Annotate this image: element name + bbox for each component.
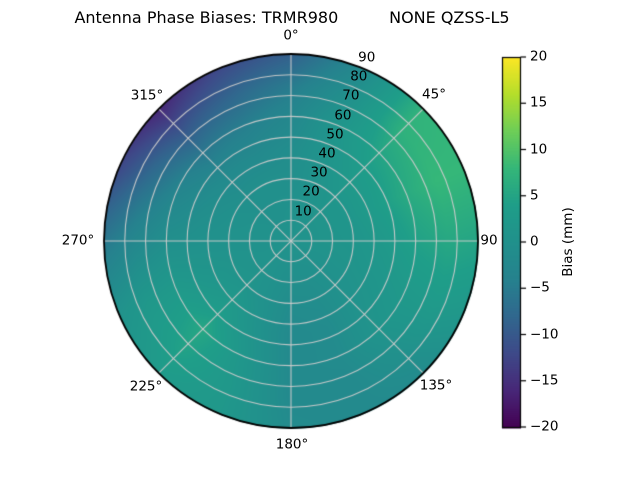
colorbar-tick-label: 10 xyxy=(530,140,548,157)
colorbar-tick-label: −5 xyxy=(530,279,550,296)
colorbar-tick-label: 5 xyxy=(530,187,539,203)
angle-tick-label: 225° xyxy=(129,378,163,395)
angle-tick-label: 45° xyxy=(422,86,446,103)
radial-tick-label: 90 xyxy=(358,49,376,66)
colorbar-tick-label: 15 xyxy=(530,94,548,111)
radial-tick-label: 30 xyxy=(310,164,328,181)
colorbar-tick-label: −20 xyxy=(530,418,559,435)
radial-tick-label: 70 xyxy=(342,87,360,104)
radial-tick-label: 40 xyxy=(318,145,336,162)
angle-tick-label: 90 xyxy=(480,232,498,249)
plot-title: Antenna Phase Biases: TRMR980 NONE QZSS-… xyxy=(74,8,510,27)
radial-tick-label: 60 xyxy=(334,106,352,123)
radial-tick-label: 80 xyxy=(350,68,368,85)
angle-tick-label: 135° xyxy=(419,377,453,394)
radial-tick-label: 50 xyxy=(326,126,344,143)
colorbar-tick-label: −15 xyxy=(530,372,559,388)
colorbar-tick-label: −10 xyxy=(530,325,559,342)
colorbar-axis-label: Bias (mm) xyxy=(560,207,576,277)
angle-tick-label: 315° xyxy=(130,87,164,104)
radial-tick-label: 20 xyxy=(302,183,320,200)
angle-tick-label: 270° xyxy=(61,232,95,249)
colorbar-tick-label: 0 xyxy=(530,233,539,250)
radial-tick-label: 10 xyxy=(294,202,312,219)
angle-tick-label: 0° xyxy=(283,27,299,44)
colorbar-tick-label: 20 xyxy=(530,48,548,65)
angle-tick-label: 180° xyxy=(275,436,309,453)
